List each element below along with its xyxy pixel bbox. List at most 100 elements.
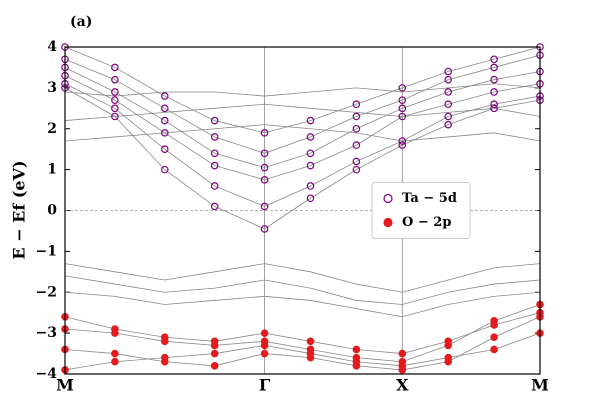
band-marker <box>111 325 119 333</box>
band-marker <box>210 116 219 125</box>
band-marker <box>306 161 315 170</box>
band-marker <box>398 141 407 149</box>
band-marker <box>111 75 119 84</box>
band-marker <box>444 75 452 84</box>
band-marker <box>260 341 269 350</box>
band-marker <box>306 349 315 358</box>
legend-label: O − 2p <box>402 215 451 230</box>
band-line <box>64 46 541 134</box>
band-marker <box>352 345 361 354</box>
legend-box <box>371 182 471 239</box>
band-marker <box>111 88 119 96</box>
band-marker <box>398 96 407 104</box>
band-line <box>64 304 541 363</box>
band-marker <box>160 116 169 125</box>
band-marker <box>260 202 269 211</box>
band-marker <box>260 225 269 233</box>
band-marker <box>490 333 498 342</box>
band-marker <box>444 67 452 76</box>
band-marker <box>352 100 361 109</box>
band-line <box>64 75 541 181</box>
band-line <box>64 124 541 142</box>
band-marker <box>490 321 498 329</box>
band-marker <box>111 104 119 113</box>
band-marker <box>111 63 119 72</box>
band-marker <box>160 104 169 113</box>
band-marker <box>160 333 169 342</box>
band-marker <box>490 100 498 109</box>
band-marker <box>398 349 407 358</box>
band-marker <box>306 337 315 346</box>
band-line <box>64 263 541 293</box>
band-marker <box>210 362 219 370</box>
band-marker <box>490 345 498 354</box>
band-marker <box>160 165 169 174</box>
legend-label: Ta − 5d <box>402 191 457 206</box>
band-marker <box>490 104 498 113</box>
band-marker <box>306 116 315 125</box>
band-marker <box>111 96 119 104</box>
y-tick-label: 0 <box>47 203 57 219</box>
band-marker <box>306 194 315 203</box>
band-marker <box>398 362 407 370</box>
y-tick-label: 1 <box>47 162 57 178</box>
band-line <box>64 83 541 207</box>
band-marker <box>398 84 407 92</box>
band-marker <box>444 112 452 121</box>
band-marker <box>352 112 361 121</box>
band-marker <box>398 104 407 113</box>
y-tick-label: 3 <box>47 80 57 96</box>
band-marker <box>444 120 452 129</box>
band-marker <box>111 349 119 358</box>
band-line <box>64 67 541 168</box>
x-tick-label: M <box>531 376 549 395</box>
y-tick-label: −1 <box>36 243 57 259</box>
band-marker <box>210 349 219 358</box>
band-line <box>64 275 541 305</box>
band-marker <box>260 129 269 137</box>
band-marker <box>352 141 361 149</box>
band-marker <box>111 112 119 121</box>
band-marker <box>260 176 269 184</box>
band-marker <box>160 145 169 153</box>
y-axis-label: E − Ef (eV) <box>10 160 29 259</box>
band-marker <box>210 133 219 141</box>
band-line <box>64 103 541 121</box>
band-line <box>64 54 541 154</box>
band-marker <box>352 124 361 133</box>
band-marker <box>210 149 219 158</box>
legend-marker <box>383 217 393 228</box>
y-tick-label: 2 <box>47 121 57 137</box>
band-marker <box>260 329 269 337</box>
band-marker <box>160 353 169 362</box>
band-marker <box>210 161 219 170</box>
x-tick-label: M <box>56 376 74 395</box>
band-line <box>64 312 541 354</box>
band-marker <box>490 63 498 72</box>
band-marker <box>398 137 407 145</box>
band-marker <box>352 357 361 366</box>
legend-marker <box>383 193 393 204</box>
band-marker <box>444 88 452 96</box>
y-tick-label: −4 <box>36 366 58 382</box>
panel-label: (a) <box>70 14 92 30</box>
band-line <box>64 332 541 371</box>
band-marker <box>398 112 407 121</box>
band-marker <box>306 149 315 158</box>
plot-frame <box>64 46 541 375</box>
y-tick-label: 4 <box>47 39 57 55</box>
band-marker <box>306 182 315 190</box>
y-tick-label: −3 <box>36 325 57 341</box>
band-marker <box>490 55 498 64</box>
plot-area <box>61 43 544 374</box>
band-line <box>64 316 541 371</box>
band-line <box>64 87 541 230</box>
band-marker <box>160 92 169 100</box>
band-marker <box>352 157 361 166</box>
band-marker <box>210 202 219 211</box>
band-marker <box>444 337 452 346</box>
band-marker <box>306 133 315 141</box>
band-marker <box>111 357 119 366</box>
band-marker <box>352 165 361 174</box>
band-line <box>64 83 541 97</box>
